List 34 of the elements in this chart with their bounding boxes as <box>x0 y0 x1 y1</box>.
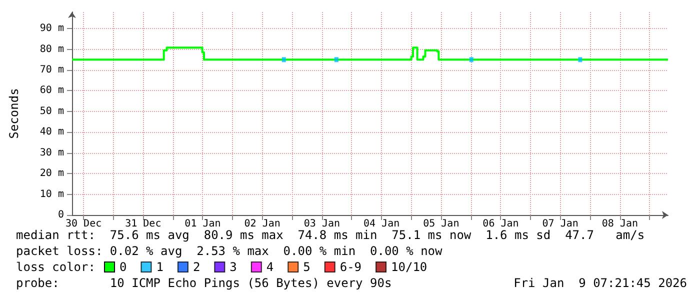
x-tick-label: 05 Jan <box>423 218 460 230</box>
y-tick-label: 90 m <box>40 23 64 34</box>
y-tick-label: 70 m <box>40 64 64 76</box>
y-tick-label: 60 m <box>40 85 64 96</box>
legend-label: 10/10 <box>391 260 428 274</box>
legend-label: 3 <box>230 260 237 274</box>
x-tick-label: 08 Jan <box>602 218 638 230</box>
legend-label: 6-9 <box>340 260 362 274</box>
legend-label: 0 <box>120 260 127 274</box>
text: median rtt: 75.6 ms avg 80.9 ms max 74.8 ms min 75.1 ms now 1.6 ms sd 47.7 am/s <box>16 228 645 242</box>
legend-label: 1 <box>156 260 164 274</box>
legend-title: loss color: <box>16 260 96 274</box>
legend-label: 5 <box>303 260 310 274</box>
y-tick-label: 50 m <box>40 106 64 117</box>
x-tick-label: 04 Jan <box>363 218 400 230</box>
x-tick-label: 30 Dec <box>65 218 102 230</box>
x-tick-label: 07 Jan <box>542 218 578 230</box>
y-tick-label: 10 m <box>40 188 64 200</box>
y-axis-title: Seconds <box>7 88 21 139</box>
text: probe: 10 ICMP Echo Pings (56 Bytes) every 90s <box>16 276 392 290</box>
y-tick-label: 80 m <box>40 44 64 55</box>
text: Fri Jan 9 07:21:45 2026 <box>514 276 687 290</box>
x-tick-label: 31 Dec <box>125 218 162 230</box>
y-tick-label: 20 m <box>40 168 64 180</box>
x-tick-label: 01 Jan <box>184 218 221 230</box>
y-tick-label: 0 <box>58 210 64 220</box>
x-tick-label: 02 Jan <box>244 218 280 230</box>
x-tick-label: 06 Jan <box>482 218 519 230</box>
legend-label: 4 <box>266 260 274 274</box>
x-tick-label: 03 Jan <box>304 218 340 230</box>
y-tick-label: 30 m <box>40 147 64 158</box>
text: packet loss: 0.02 % avg 2.53 % max 0.00 % min 0.00 % now <box>16 244 444 258</box>
legend-label: 2 <box>192 260 200 274</box>
y-tick-label: 40 m <box>40 126 64 138</box>
